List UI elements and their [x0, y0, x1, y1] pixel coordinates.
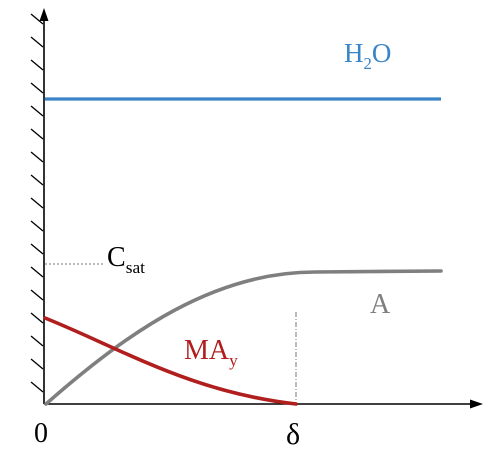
delta-label: δ: [286, 418, 301, 451]
csat-label-main: C: [107, 242, 126, 273]
a-concentration-curve: [44, 269, 443, 406]
may-label: MAy: [184, 335, 238, 371]
may-label-main: MA: [184, 335, 230, 366]
water-label-subscript: 2: [363, 54, 372, 74]
y-axis-arrowhead: [39, 8, 49, 21]
csat-label-subscript: sat: [125, 258, 145, 278]
may-concentration-curve: [43, 316, 298, 406]
csat-label: Csat: [107, 242, 145, 278]
may-label-subscript: y: [229, 351, 238, 371]
water-label-tail: O: [371, 38, 392, 68]
water-label-main: H: [344, 38, 364, 68]
water-label: H2O: [344, 38, 392, 74]
x-axis-arrowhead: [470, 399, 483, 409]
origin-label: 0: [34, 418, 48, 449]
a-label: A: [370, 289, 391, 320]
wall-hatching: [30, 13, 44, 393]
